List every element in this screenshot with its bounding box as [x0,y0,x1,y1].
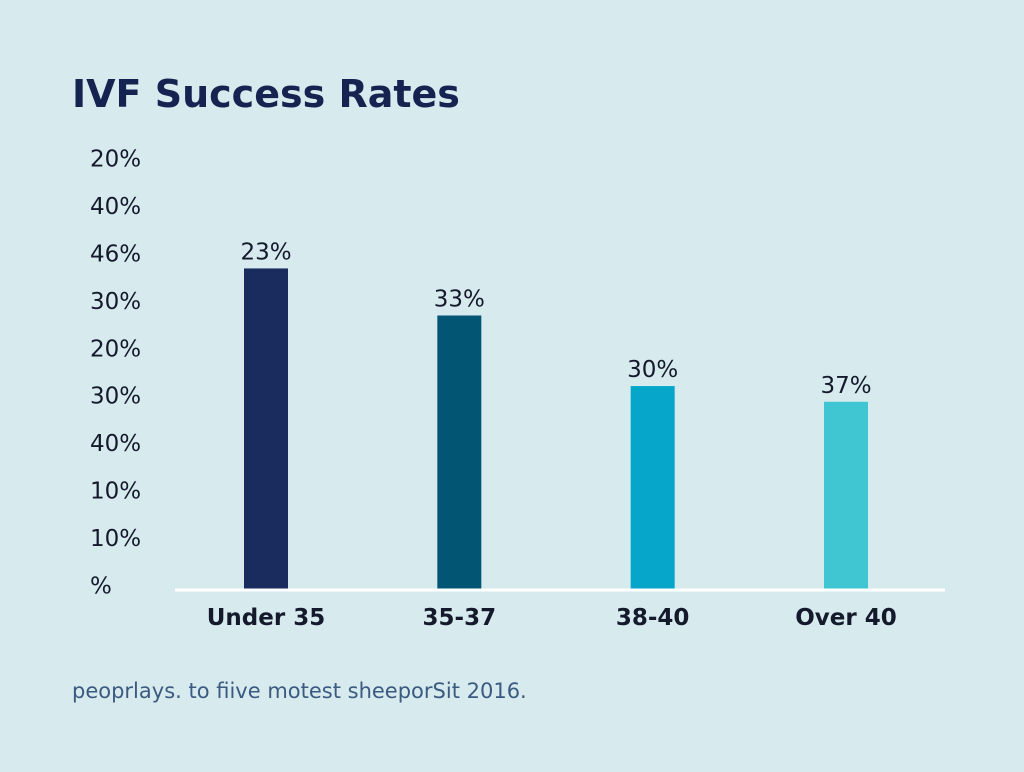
bar-38-40 [630,386,675,590]
y-tick-label: 30% [90,384,141,410]
x-tick-label: Under 35 [207,605,325,631]
y-tick-label: 10% [90,526,141,552]
y-tick-label: 20% [90,336,141,362]
x-tick-label: 38-40 [616,605,690,631]
x-tick-label: Over 40 [795,605,897,631]
y-tick-label: 30% [90,289,141,315]
chart-footnote: peoprlays. to fiive motest sheeporSit 20… [72,679,527,703]
chart-title: IVF Success Rates [72,72,460,116]
y-tick-label: 20% [90,147,141,173]
bar-under-35 [244,268,288,590]
y-tick-label: 40% [90,194,141,220]
y-tick-label: % [90,574,112,600]
bar-data-label: 23% [240,239,291,265]
bar-data-label: 37% [820,373,871,399]
bar-35-37 [437,315,482,590]
bar-over-40 [824,401,868,590]
y-axis-tick-labels: 20% 40% 46% 30% 20% 30% 40% 10% 10%% [90,147,141,600]
x-tick-label: 35-37 [423,605,497,631]
bar-data-label: 33% [434,286,485,312]
y-tick-label: 40% [90,431,141,457]
x-axis-tick-labels: Under 35 35-37 38-40 Over 40 [207,605,897,631]
bar-data-label: 30% [627,357,678,383]
bars: 23% 33% 30% 37% [240,239,872,590]
y-tick-label: 46% [90,241,141,267]
y-tick-label: 10% [90,479,141,505]
